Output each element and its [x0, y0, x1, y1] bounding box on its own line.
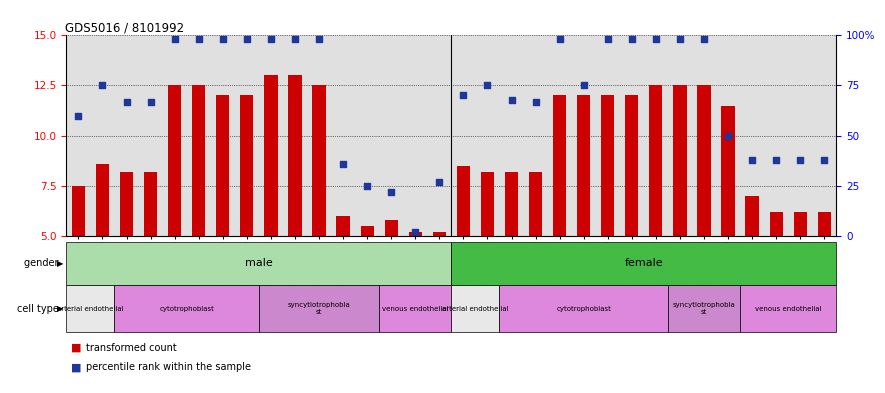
Bar: [529, 172, 543, 236]
Point: [649, 36, 663, 42]
Text: ▶: ▶: [58, 259, 64, 268]
Bar: [96, 163, 109, 236]
Bar: [119, 172, 133, 236]
Point: [432, 178, 446, 185]
Bar: [650, 85, 663, 236]
Bar: [216, 95, 229, 236]
Point: [696, 36, 711, 42]
Bar: [668, 285, 740, 332]
Point: [240, 36, 254, 42]
Point: [143, 98, 158, 105]
Bar: [504, 172, 518, 236]
Point: [312, 36, 326, 42]
Bar: [481, 172, 494, 236]
Point: [504, 96, 519, 103]
Point: [167, 36, 181, 42]
Text: GDS5016 / 8101992: GDS5016 / 8101992: [65, 21, 184, 34]
Bar: [258, 285, 379, 332]
Point: [457, 92, 471, 99]
Bar: [379, 285, 451, 332]
Text: ■: ■: [71, 362, 81, 373]
Point: [721, 132, 735, 139]
Bar: [144, 172, 158, 236]
Point: [745, 156, 759, 163]
Point: [577, 82, 591, 88]
Point: [481, 82, 495, 88]
Bar: [72, 185, 85, 236]
Text: cytotrophoblast: cytotrophoblast: [159, 305, 214, 312]
Bar: [499, 285, 668, 332]
Text: gender: gender: [24, 258, 62, 268]
Bar: [673, 85, 687, 236]
Bar: [385, 220, 398, 236]
Bar: [721, 105, 735, 236]
Bar: [289, 75, 302, 236]
Point: [72, 112, 86, 119]
Point: [769, 156, 783, 163]
Bar: [168, 85, 181, 236]
Text: venous endothelial: venous endothelial: [382, 305, 449, 312]
Bar: [553, 95, 566, 236]
Text: male: male: [245, 258, 273, 268]
Bar: [625, 95, 638, 236]
Point: [192, 36, 206, 42]
Point: [96, 82, 110, 88]
Bar: [265, 75, 278, 236]
Point: [360, 182, 374, 189]
Text: ▶: ▶: [58, 304, 64, 313]
Text: cell type: cell type: [17, 303, 62, 314]
Point: [528, 98, 543, 105]
Text: arterial endothelial: arterial endothelial: [442, 305, 509, 312]
Bar: [433, 232, 446, 236]
Text: ■: ■: [71, 343, 81, 353]
Bar: [457, 165, 470, 236]
Text: cytotrophoblast: cytotrophoblast: [557, 305, 612, 312]
Point: [288, 36, 302, 42]
Bar: [794, 212, 807, 236]
Bar: [601, 95, 614, 236]
Text: female: female: [625, 258, 663, 268]
Point: [119, 98, 134, 105]
Point: [793, 156, 807, 163]
Bar: [66, 242, 451, 285]
Text: arterial endothelial: arterial endothelial: [58, 305, 124, 312]
Text: syncytiotrophobla
st: syncytiotrophobla st: [673, 302, 735, 315]
Bar: [192, 85, 205, 236]
Bar: [745, 196, 758, 236]
Bar: [360, 226, 373, 236]
Point: [384, 189, 398, 195]
Bar: [740, 285, 836, 332]
Point: [601, 36, 615, 42]
Text: transformed count: transformed count: [86, 343, 177, 353]
Bar: [312, 85, 326, 236]
Bar: [770, 212, 783, 236]
Bar: [697, 85, 711, 236]
Text: syncytiotrophobla
st: syncytiotrophobla st: [288, 302, 350, 315]
Point: [264, 36, 278, 42]
Bar: [409, 232, 422, 236]
Bar: [451, 242, 836, 285]
Bar: [577, 95, 590, 236]
Text: percentile rank within the sample: percentile rank within the sample: [86, 362, 250, 373]
Bar: [451, 285, 499, 332]
Bar: [66, 285, 114, 332]
Point: [408, 229, 422, 235]
Bar: [336, 216, 350, 236]
Bar: [818, 212, 831, 236]
Point: [817, 156, 831, 163]
Point: [216, 36, 230, 42]
Point: [673, 36, 687, 42]
Bar: [114, 285, 258, 332]
Point: [336, 160, 350, 167]
Point: [552, 36, 566, 42]
Text: venous endothelial: venous endothelial: [755, 305, 821, 312]
Point: [625, 36, 639, 42]
Bar: [240, 95, 253, 236]
